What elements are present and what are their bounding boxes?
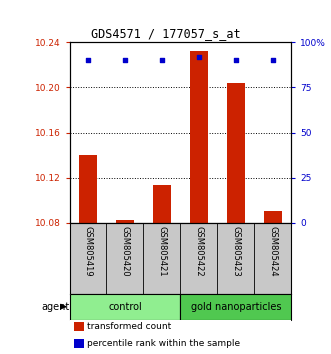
Bar (190, 51, 208, 223)
Text: agent: agent (41, 302, 70, 312)
Text: GSM805420: GSM805420 (120, 226, 129, 277)
Text: control: control (108, 302, 142, 312)
Point (159, 58, 165, 63)
Text: GSM805422: GSM805422 (194, 226, 203, 277)
Bar (153, 185, 171, 223)
Point (270, 58, 275, 63)
Text: GSM805423: GSM805423 (231, 226, 240, 277)
Point (196, 54, 202, 60)
Bar (70, 293, 180, 320)
Bar (227, 83, 245, 223)
Bar (116, 220, 134, 223)
Bar (180, 293, 291, 320)
Text: transformed count: transformed count (87, 322, 171, 331)
Point (122, 58, 128, 63)
Bar (74, 322, 84, 331)
Text: GSM805421: GSM805421 (158, 226, 166, 277)
Text: gold nanoparticles: gold nanoparticles (191, 302, 281, 312)
Text: percentile rank within the sample: percentile rank within the sample (87, 339, 240, 348)
Bar (263, 211, 282, 223)
Point (85, 58, 91, 63)
Text: GSM805424: GSM805424 (268, 226, 277, 277)
Text: GDS4571 / 177057_s_at: GDS4571 / 177057_s_at (91, 27, 240, 40)
Text: GSM805419: GSM805419 (83, 226, 92, 277)
Bar (79, 155, 97, 223)
Bar (74, 339, 84, 348)
Point (233, 58, 239, 63)
